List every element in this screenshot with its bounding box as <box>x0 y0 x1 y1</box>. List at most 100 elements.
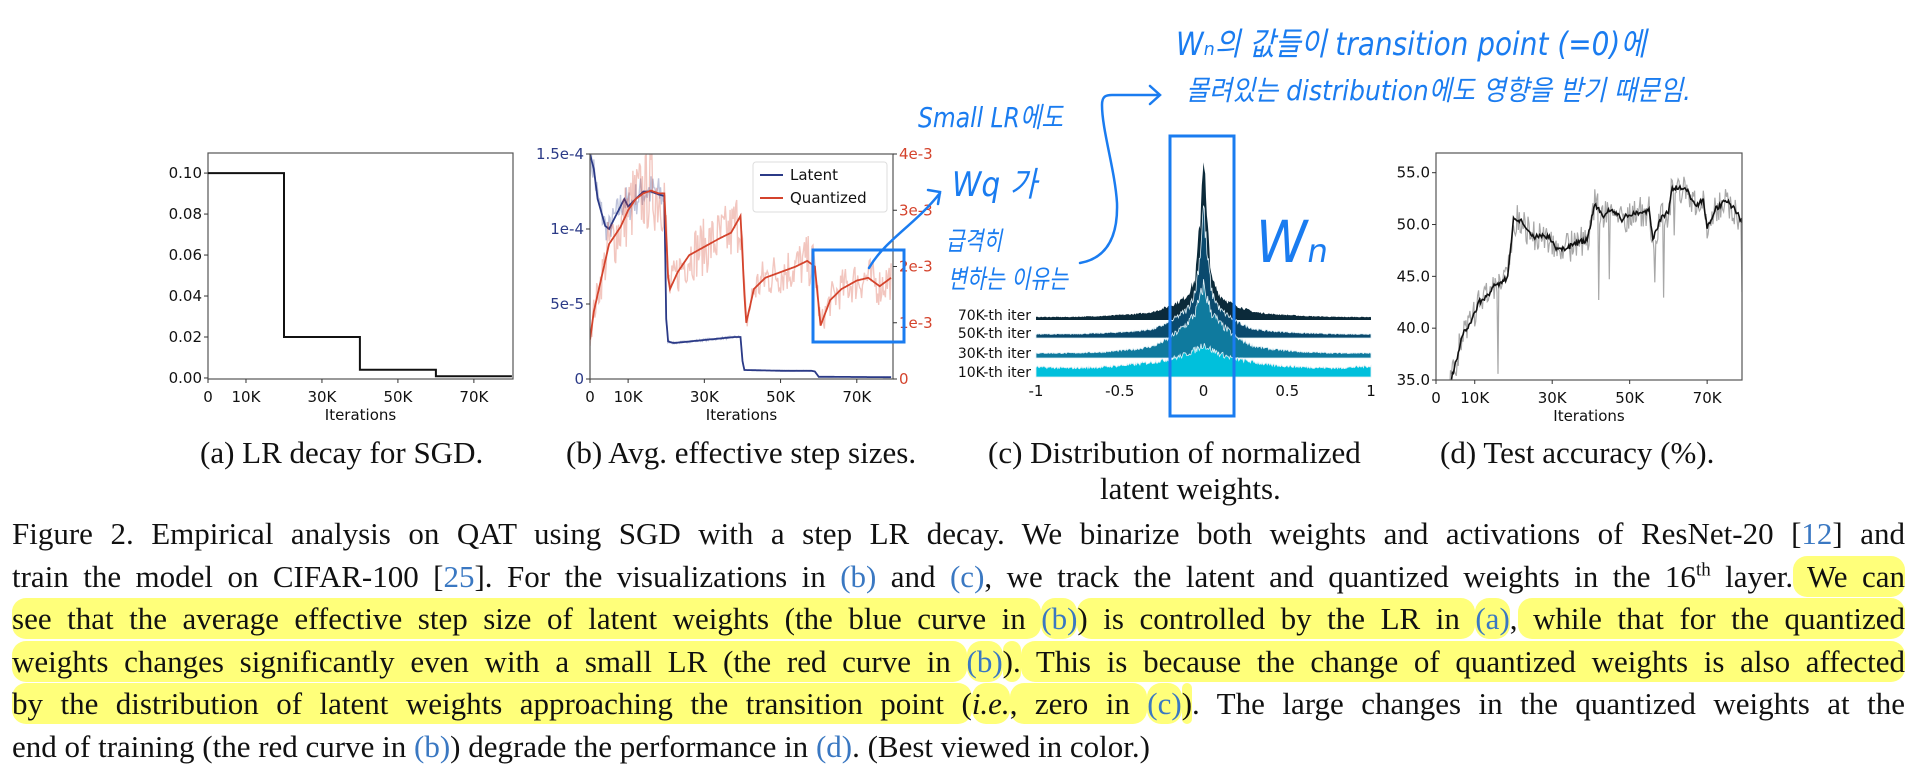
ridge-label: 70K-th iter <box>958 308 1031 324</box>
caption-text: , we track the latent and quantized weig… <box>984 558 1696 594</box>
x-tick-label: 30K <box>1538 389 1568 407</box>
caption-reference-link[interactable]: (d) <box>815 728 853 764</box>
caption-reference-link[interactable]: (b) <box>840 558 877 594</box>
caption-highlighted-text: see that the average effective step size… <box>12 598 1042 639</box>
caption-reference-link[interactable]: (a) <box>1475 598 1510 639</box>
y-tick-label: 0.10 <box>169 164 202 182</box>
y-tick-label: 35.0 <box>1397 371 1430 389</box>
x-tick-label: 0 <box>203 388 213 406</box>
caption-reference-link[interactable]: (b) <box>1041 598 1078 639</box>
x-tick-label: 10K <box>614 388 644 406</box>
accuracy-raw-line <box>1449 176 1742 380</box>
subcaption-a: (a) LR decay for SGD. <box>200 435 484 470</box>
caption-text: train the model on CIFAR-100 [ <box>12 558 444 594</box>
lr-line <box>208 172 512 378</box>
x-axis-label: Iterations <box>325 406 397 424</box>
highlight-box-c <box>1168 134 1236 418</box>
quantized-raw-line <box>590 154 892 347</box>
annotation-line-1: Wₙ의 값들이 transition point (=0)에 <box>1176 25 1649 63</box>
caption-reference-link[interactable]: 12 <box>1801 516 1833 551</box>
caption-text: . The large changes in the quantized wei… <box>1192 686 1905 721</box>
caption-text: ) degrade the performance in <box>450 728 816 764</box>
chart-b-step-sizes: 0 10K 30K 50K 70K Iterations 0 5e-5 1e-4 1.5e-4 0 1… <box>536 145 933 424</box>
y-tick-label: 50.0 <box>1397 216 1430 234</box>
curved-arrow-icon <box>1078 84 1162 265</box>
highlight-box-b <box>811 248 906 344</box>
x-tick-label: 70K <box>459 388 489 406</box>
quantized-smoothed-line <box>590 189 892 340</box>
y-tick-label: 3e-3 <box>899 201 933 219</box>
caption-reference-link[interactable]: (c) <box>949 558 985 594</box>
y-tick-label: 0.04 <box>169 287 202 305</box>
chart-b-plot <box>590 154 892 379</box>
caption-reference-link[interactable]: 25 <box>443 558 475 594</box>
annotation-wn: Wₙ <box>1256 208 1328 276</box>
x-tick-label: 1 <box>1366 382 1376 400</box>
caption-line: end of training (the red curve in (b)) d… <box>12 726 1905 769</box>
x-tick-label: 30K <box>307 388 337 406</box>
annotation-sudden: 급격히 <box>946 227 1004 257</box>
x-tick-label: -1 <box>1029 382 1044 400</box>
x-tick-label: 50K <box>1615 389 1645 407</box>
x-tick-label: 30K <box>690 388 720 406</box>
x-axis-label: Iterations <box>706 406 778 424</box>
annotation-small-lr: Small LR에도 <box>918 101 1064 134</box>
caption-reference-link[interactable]: (c) <box>1147 683 1182 724</box>
ridge-30kthiter <box>1035 279 1372 359</box>
x-tick-label: -0.5 <box>1105 382 1134 400</box>
legend-label-latent: Latent <box>790 166 838 184</box>
ridge-label: 50K-th iter <box>958 326 1031 342</box>
chart-d-test-accuracy: 0 10K 30K 50K 70K Iterations 35.0 40.0 45.0 50.0 5… <box>1397 152 1743 425</box>
y-tick-label: 2e-3 <box>899 258 933 276</box>
x-tick-label: 10K <box>232 388 262 406</box>
y-tick-label: 0.02 <box>169 328 202 346</box>
x-tick-label: 70K <box>1693 389 1723 407</box>
y-tick-label: 1e-4 <box>550 220 584 238</box>
legend-label-quantized: Quantized <box>790 189 867 207</box>
chart-c-distribution: 70K-th iter 50K-th iter 30K-th iter 10K-th … <box>958 162 1376 400</box>
caption-highlighted-text: ) <box>1181 683 1193 724</box>
caption-highlighted-text: This is because the change of quantized … <box>1020 640 1906 682</box>
caption-line: train the model on CIFAR-100 [25]. For t… <box>12 555 1906 599</box>
caption-reference-link[interactable]: (b) <box>414 728 451 764</box>
caption-text: end of training (the red curve in <box>12 728 414 764</box>
caption-text: , <box>1509 601 1518 636</box>
caption-line: by the distribution of latent weights ap… <box>12 683 1905 726</box>
x-tick-label: 0 <box>1431 389 1441 407</box>
chart-d-axes <box>1435 152 1743 381</box>
subcaption-d: (d) Test accuracy (%). <box>1440 435 1715 470</box>
y-tick-label: 0.06 <box>169 246 202 264</box>
y-tick-label: 1.5e-4 <box>536 145 584 163</box>
caption-reference-link[interactable]: (b) <box>966 640 1003 682</box>
ridge-50kthiter <box>1035 205 1372 339</box>
annotation-line-2: 몰려있는 distribution에도 영향을 받기 때문임. <box>1186 74 1691 107</box>
ridge-label: 30K-th iter <box>958 346 1031 362</box>
caption-text: layer. <box>1710 558 1794 594</box>
y-tick-label: 4e-3 <box>899 145 933 163</box>
caption-highlighted-text: ). <box>1002 640 1021 682</box>
latent-smoothed-line <box>590 154 892 379</box>
chart-d-plot <box>1449 176 1742 380</box>
x-tick-label: 0.5 <box>1275 382 1299 400</box>
caption-highlighted-text: by the distribution of latent weights ap… <box>12 683 972 724</box>
x-tick-label: 50K <box>766 388 796 406</box>
annotation-reason: 변하는 이유는 <box>948 265 1069 295</box>
y-tick-label: 1e-3 <box>899 314 933 332</box>
legend: Latent Quantized <box>752 161 888 213</box>
caption-highlighted-text: ) is controlled by the LR in <box>1077 598 1476 639</box>
x-tick-label: 50K <box>383 388 413 406</box>
ridge-10kthiter <box>1035 343 1372 378</box>
y-tick-label: 0.00 <box>169 369 202 387</box>
caption-line: Figure 2. Empirical analysis on QAT usin… <box>12 513 1905 556</box>
y-tick-label: 0 <box>899 370 909 388</box>
ridge-label: 10K-th iter <box>958 365 1031 381</box>
caption-text: ] and <box>1832 516 1905 551</box>
caption-highlighted-text: weights changes significantly even with … <box>12 640 967 682</box>
caption-highlighted-text: , zero in <box>1009 683 1148 724</box>
figure-caption: Figure 2. Empirical analysis on QAT usin… <box>12 513 1906 769</box>
caption-line: weights changes significantly even with … <box>12 640 1906 684</box>
x-axis-label: Iterations <box>1553 407 1625 425</box>
y-tick-label: 55.0 <box>1397 164 1430 182</box>
figure-2: 0 10K 30K 50K 70K Iterations 0.00 0.02 0.04 0.06 0… <box>169 25 1743 425</box>
y-tick-label: 45.0 <box>1397 267 1430 285</box>
